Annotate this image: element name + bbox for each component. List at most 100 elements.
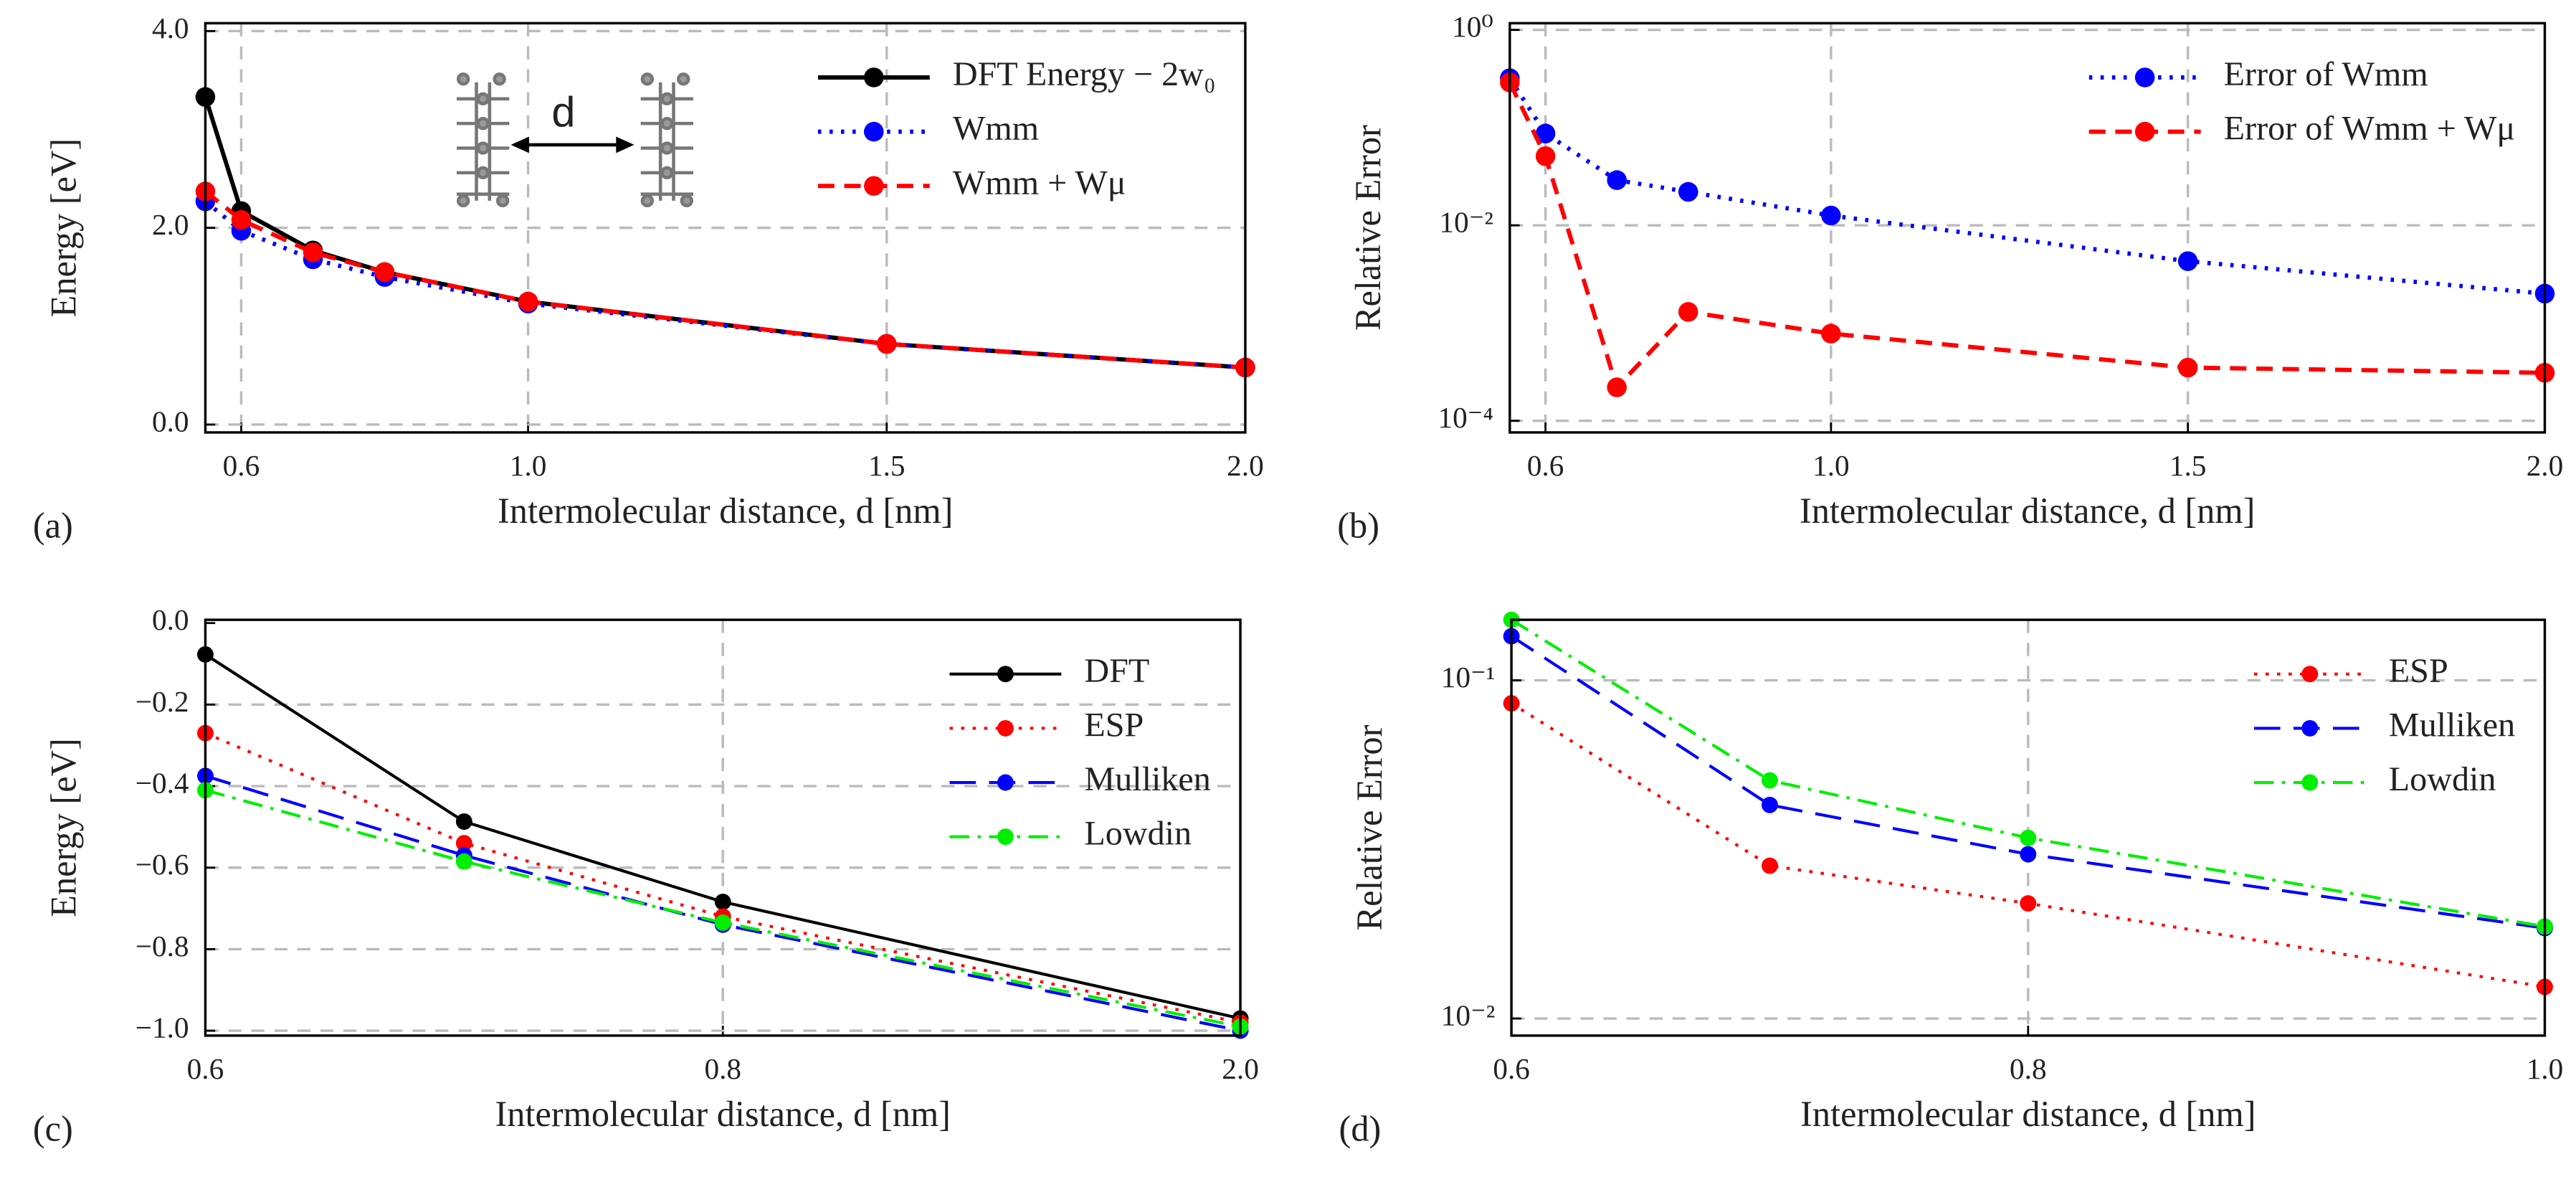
panel-label: (a) [33,506,73,546]
y-tick-label: 4.0 [152,11,189,44]
data-point [714,894,731,910]
legend: DFT ESP Mulliken Lowdin [949,652,1211,853]
series-line [204,774,1241,1033]
series-line [204,199,1246,370]
data-point [1607,377,1627,397]
x-tick-label: 2.0 [2527,449,2564,482]
data-point [2020,846,2037,863]
data-point [1762,772,1778,789]
y-tick-label: 10⁻⁴ [1438,401,1493,434]
x-tick-label: 2.0 [1222,1052,1259,1085]
x-tick-label: 0.6 [187,1052,224,1085]
subplot: 0.6 0.8 2.0 0.0 −0.2 −0.4 −0.6 −0.8 −1.0 Intermol… [33,603,1259,1148]
x-axis-label: Intermolecular distance, d [nm] [495,1094,951,1134]
legend-marker [2301,666,2319,683]
data-point [2177,251,2198,271]
y-tick-label: 10⁻¹ [1441,661,1495,694]
data-point [1762,857,1778,874]
molecule-right [640,72,693,208]
data-point [877,334,897,354]
data-point [303,242,323,263]
y-tick-label: −0.6 [136,848,189,881]
legend-marker [2301,774,2319,791]
y-tick-label: −0.8 [136,930,189,963]
x-tick-label: 1.0 [510,449,547,482]
data-point [455,813,472,830]
legend-label: ESP [2389,652,2448,690]
legend: DFT Energy − 2w₀ Wmm Wmm + Wμ [817,55,1216,202]
y-tick-label: 10⁰ [1452,10,1493,43]
x-tick-label: 0.8 [2010,1052,2047,1085]
panel-label: (b) [1337,506,1379,546]
x-axis-label: Intermolecular distance, d [nm] [1800,1094,2256,1134]
legend-label: Lowdin [1084,815,1192,853]
data-point [455,853,472,870]
legend-marker [997,719,1014,737]
legend-marker [997,828,1014,846]
x-tick-label: 1.0 [2527,1052,2564,1085]
axes-frame [204,618,1242,1037]
series-line [1511,635,2545,930]
series-line [1511,701,2545,989]
axes-frame [1510,618,2547,1037]
data-point [1607,170,1627,190]
legend-marker [2301,719,2319,737]
y-tick-label: −0.4 [136,767,189,800]
legend-label: Error of Wmm [2224,55,2428,93]
data-point [518,291,538,312]
legend: Error of Wmm Error of Wmm + Wμ [2088,55,2516,148]
y-tick-label: 2.0 [152,208,189,241]
legend-label: Error of Wmm + Wμ [2224,110,2516,148]
series-line [204,788,1241,1028]
axes-frame [204,22,1247,434]
subplot: 0.6 1.0 1.5 2.0 10⁰ 10⁻² 10⁻⁴ Intermolecular di… [1337,10,2563,546]
legend-marker [864,121,884,142]
series-line [204,653,1241,1021]
y-tick-label: 0.0 [152,405,189,438]
data-point [1678,181,1698,202]
x-tick-label: 1.5 [868,449,906,482]
legend-marker [2134,67,2155,88]
series-line [204,189,1246,370]
subplot: 0.6 0.8 1.0 10⁻¹ 10⁻² Intermolecular distance… [1339,611,2564,1149]
y-axis-label: Relative Error [1348,125,1388,331]
legend-label: Wmm [953,110,1039,148]
x-tick-label: 0.8 [704,1052,741,1085]
molecule-left [457,72,510,208]
data-point [1821,323,1841,344]
y-axis-label: Relative Error [1349,724,1389,930]
data-point [714,914,731,931]
data-point [2020,829,2037,846]
legend: ESP Mulliken Lowdin [2253,652,2515,798]
data-point [455,835,472,852]
legend-label: Lowdin [2389,760,2496,798]
y-tick-label: 10⁻² [1441,999,1495,1032]
legend-label: DFT Energy − 2w₀ [953,55,1216,93]
legend-label: Mulliken [2389,706,2515,744]
y-tick-label: 0.0 [152,603,189,636]
molecule-inset: d [457,72,693,208]
distance-label: d [551,88,575,136]
x-tick-label: 0.6 [223,449,260,482]
legend-marker [997,774,1014,791]
series-line [204,732,1241,1024]
data-point [1678,302,1698,322]
legend-marker [864,67,884,88]
y-tick-label: −0.2 [136,685,189,718]
legend-marker [997,666,1014,683]
legend-marker [864,176,884,196]
data-point [1821,205,1841,226]
legend-label: Wmm + Wμ [953,164,1126,202]
x-tick-label: 0.6 [1527,449,1564,482]
legend-label: Mulliken [1084,760,1210,798]
x-tick-label: 1.5 [2169,449,2207,482]
legend-label: ESP [1084,706,1144,744]
x-axis-label: Intermolecular distance, d [nm] [498,491,953,531]
x-tick-label: 0.6 [1493,1052,1530,1085]
y-axis-label: Energy [eV] [44,738,84,917]
y-tick-label: −1.0 [136,1011,189,1044]
data-point [1762,796,1778,813]
x-tick-label: 2.0 [1227,449,1264,482]
legend-label: DFT [1084,652,1149,690]
